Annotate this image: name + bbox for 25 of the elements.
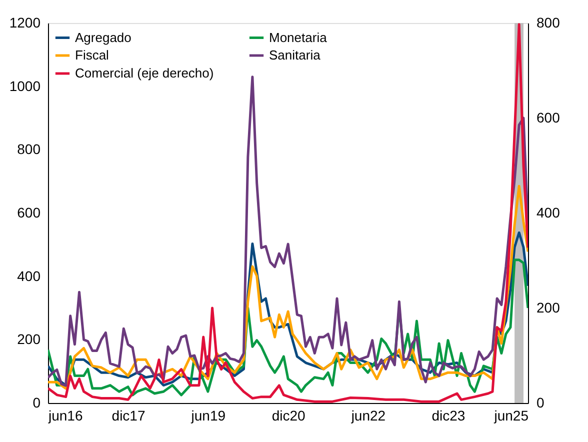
legend-label: Fiscal [75, 48, 110, 62]
y-tick-label: 800 [17, 141, 41, 158]
y2-tick-label: 800 [536, 14, 560, 30]
y-tick-label: 0 [32, 394, 41, 410]
y-tick-label: 400 [17, 268, 41, 284]
y-tick-label: 1000 [9, 78, 41, 94]
y2-tick-label: 400 [536, 204, 560, 220]
legend-label: Agregado [75, 30, 132, 45]
y-tick-label: 1200 [9, 14, 41, 30]
y2-tick-label: 0 [536, 394, 544, 410]
legend-label: Comercial (eje derecho) [75, 66, 214, 80]
x-tick-label: jun25 [493, 408, 529, 424]
x-tick-label: jun19 [190, 408, 226, 424]
legend-label: Sanitaria [269, 48, 322, 62]
legend-label: Monetaria [269, 30, 328, 45]
y2-tick-label: 200 [536, 300, 560, 316]
x-tick-label: dic17 [112, 408, 146, 424]
x-tick-label: jun22 [350, 408, 386, 424]
x-tick-label: dic20 [272, 408, 306, 424]
y2-tick-label: 600 [536, 110, 560, 126]
y-tick-label: 200 [17, 331, 41, 348]
x-tick-label: dic23 [432, 408, 466, 424]
line-series [48, 23, 528, 403]
x-tick-label: jun16 [48, 408, 83, 424]
y-tick-label: 600 [17, 204, 41, 220]
